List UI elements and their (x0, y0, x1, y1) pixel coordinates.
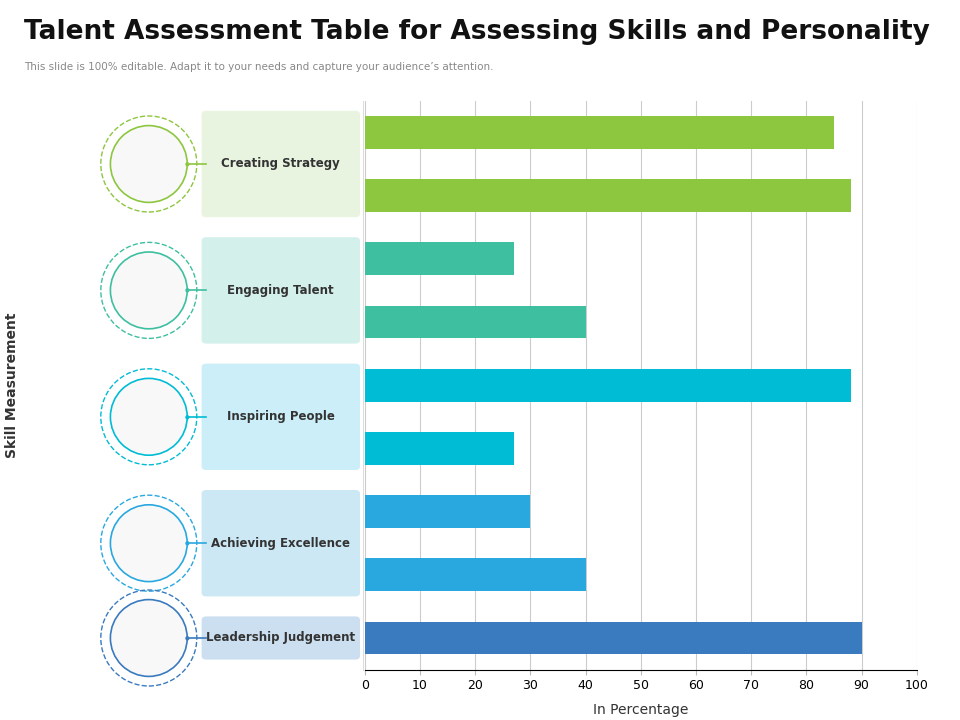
Bar (365, 559, 586, 591)
Bar (365, 116, 834, 149)
Text: Skill Measurement: Skill Measurement (5, 312, 18, 458)
Text: Inspiring People: Inspiring People (227, 410, 335, 423)
Bar (365, 432, 514, 465)
Text: ●: ● (185, 541, 189, 546)
Text: Creating Strategy: Creating Strategy (222, 158, 340, 171)
Bar (365, 369, 851, 402)
Text: ●: ● (185, 161, 189, 166)
Text: Talent Assessment Table for Assessing Skills and Personality: Talent Assessment Table for Assessing Sk… (24, 19, 930, 45)
Text: Engaging Talent: Engaging Talent (228, 284, 334, 297)
Text: Achieving Excellence: Achieving Excellence (211, 536, 350, 549)
Text: ●: ● (185, 414, 189, 419)
Text: This slide is 100% editable. Adapt it to your needs and capture your audience’s : This slide is 100% editable. Adapt it to… (24, 62, 493, 72)
Bar (365, 495, 531, 528)
Text: ●: ● (185, 636, 189, 641)
X-axis label: In Percentage: In Percentage (593, 703, 688, 717)
Bar (365, 305, 586, 338)
Text: ●: ● (185, 288, 189, 293)
Text: Leadership Judgement: Leadership Judgement (206, 631, 355, 644)
Bar (365, 621, 862, 654)
Bar (365, 243, 514, 275)
Bar (365, 179, 851, 212)
